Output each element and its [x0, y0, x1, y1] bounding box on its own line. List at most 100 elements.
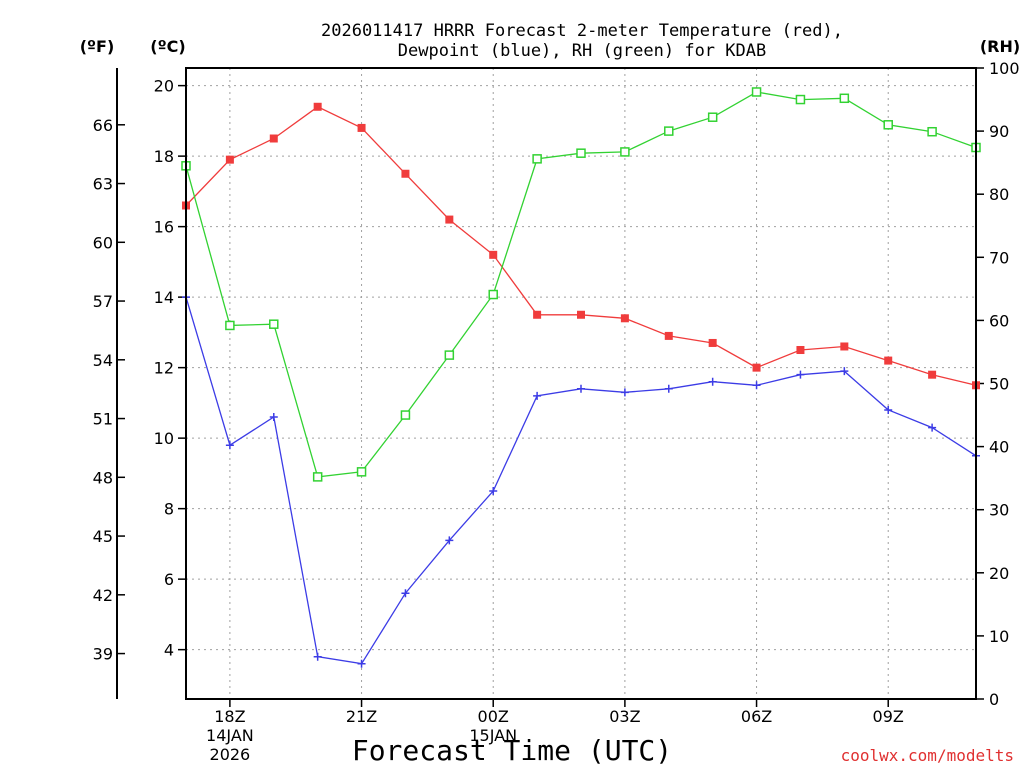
- rh-point: [620, 147, 630, 157]
- rh-point: [532, 154, 542, 164]
- rh-point: [312, 472, 323, 482]
- temperature-point: [489, 250, 498, 259]
- fahrenheit-tick-label: 57: [93, 292, 113, 311]
- rh-tick-label: 40: [989, 438, 1009, 457]
- celsius-unit-label: (ºC): [150, 37, 185, 56]
- dewpoint-point: [620, 388, 629, 397]
- temperature-point: [225, 155, 234, 164]
- rh-point: [751, 87, 762, 97]
- celsius-tick-label: 14: [154, 288, 174, 307]
- temperature-point: [752, 363, 761, 372]
- dewpoint-point: [884, 405, 893, 414]
- fahrenheit-tick-label: 48: [93, 468, 113, 487]
- celsius-tick-label: 8: [164, 500, 174, 519]
- rh-point: [664, 126, 674, 136]
- x-tick-year-label: 2026: [210, 745, 251, 764]
- temperature-point: [928, 370, 937, 379]
- x-tick-label: 03Z: [609, 707, 640, 726]
- celsius-tick-label: 4: [164, 641, 174, 660]
- x-tick-label: 00Z: [478, 707, 509, 726]
- rh-point: [576, 148, 586, 158]
- fahrenheit-tick-label: 45: [93, 527, 113, 546]
- celsius-tick-label: 10: [154, 429, 174, 448]
- dewpoint-point: [708, 377, 717, 386]
- axis-layer: 4 6 8 10 12 14 16 18 20 39 42 45 48 51 54 57 60 63 66 0 10 20…: [93, 59, 1020, 764]
- temperature-point: [620, 314, 629, 323]
- rh-point: [927, 126, 937, 137]
- rh-tick-label: 80: [989, 185, 1009, 204]
- rh-tick-label: 50: [989, 375, 1009, 394]
- chart-title-line1: 2026011417 HRRR Forecast 2-meter Tempera…: [321, 21, 843, 41]
- rh-point: [269, 319, 279, 329]
- dewpoint-point: [796, 370, 805, 379]
- dewpoint-point: [533, 391, 542, 400]
- dewpoint-point: [840, 367, 849, 376]
- rh-tick-label: 70: [989, 248, 1009, 267]
- fahrenheit-tick-label: 51: [93, 410, 113, 429]
- rh-point: [488, 289, 498, 300]
- dewpoint-point: [445, 536, 454, 545]
- temperature-point: [401, 169, 410, 178]
- x-tick-label: 18Z: [214, 707, 245, 726]
- temperature-point: [269, 134, 278, 143]
- dewpoint-point: [928, 423, 937, 432]
- fahrenheit-tick-label: 66: [93, 116, 113, 135]
- rh-point: [444, 350, 455, 360]
- dewpoint-point: [225, 441, 234, 450]
- fahrenheit-unit-label: (ºF): [80, 37, 115, 56]
- temperature-point: [577, 310, 585, 319]
- credit-label: coolwx.com/modelts: [841, 746, 1014, 765]
- dewpoint-point: [269, 412, 278, 421]
- chart-title-line2: Dewpoint (blue), RH (green) for KDAB: [398, 41, 766, 61]
- rh-tick-label: 20: [989, 564, 1009, 583]
- x-axis-label: Forecast Time (UTC): [352, 734, 672, 767]
- celsius-tick-label: 20: [154, 77, 174, 96]
- rh-point: [400, 410, 411, 420]
- rh-point: [839, 93, 850, 104]
- dewpoint-point: [401, 589, 410, 598]
- rh-point: [707, 112, 718, 122]
- temperature-point: [313, 102, 322, 111]
- temperature-point: [445, 215, 454, 224]
- dewpoint-point: [313, 652, 322, 661]
- fahrenheit-tick-label: 39: [93, 645, 113, 664]
- x-tick-label: 09Z: [873, 707, 904, 726]
- temperature-point: [708, 338, 717, 347]
- rh-unit-label: (RH): [980, 37, 1020, 56]
- plot-frame: [185, 67, 977, 700]
- x-tick-date-label: 15JAN: [469, 726, 517, 745]
- celsius-tick-label: 18: [154, 147, 174, 166]
- dewpoint-point: [752, 381, 761, 390]
- dewpoint-point: [577, 384, 585, 393]
- rh-point: [225, 320, 235, 331]
- temperature-point: [840, 342, 849, 351]
- rh-tick-label: 90: [989, 122, 1009, 141]
- temperature-point: [884, 356, 893, 365]
- celsius-tick-label: 16: [154, 218, 174, 237]
- fahrenheit-tick-label: 60: [93, 233, 113, 252]
- temperature-point: [357, 123, 366, 132]
- rh-point: [795, 94, 806, 105]
- dewpoint-point: [357, 659, 366, 668]
- x-tick-date-label: 14JAN: [206, 726, 254, 745]
- rh-tick-label: 10: [989, 627, 1009, 646]
- fahrenheit-tick-label: 63: [93, 175, 113, 194]
- temperature-point: [664, 331, 673, 340]
- rh-point: [356, 467, 367, 477]
- rh-tick-label: 30: [989, 501, 1009, 520]
- celsius-tick-label: 12: [154, 359, 174, 378]
- dewpoint-point: [664, 384, 673, 393]
- x-tick-label: 21Z: [346, 707, 377, 726]
- temperature-point: [796, 346, 805, 355]
- x-tick-label: 06Z: [741, 707, 772, 726]
- fahrenheit-tick-label: 42: [93, 586, 113, 605]
- rh-tick-label: 100: [989, 59, 1020, 78]
- rh-point: [883, 120, 893, 130]
- temperature-point: [533, 310, 542, 319]
- celsius-tick-label: 6: [164, 570, 174, 589]
- fahrenheit-tick-label: 54: [93, 351, 113, 370]
- rh-tick-label: 60: [989, 311, 1009, 330]
- dewpoint-point: [489, 487, 498, 496]
- dewpoint-series-line: [185, 296, 977, 665]
